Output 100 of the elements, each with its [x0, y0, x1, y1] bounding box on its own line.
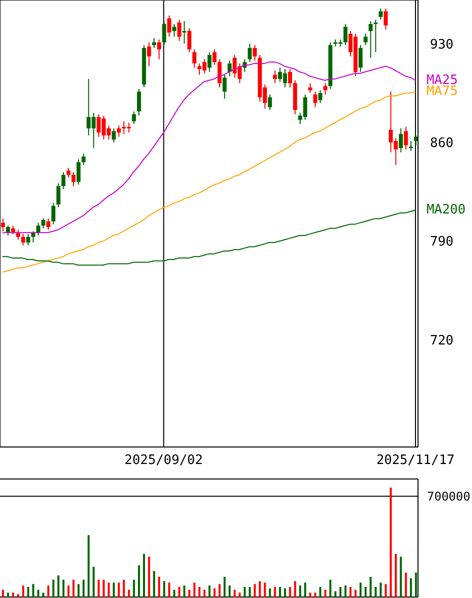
candlestick [147, 42, 152, 67]
candlestick [36, 222, 40, 236]
bar [52, 580, 54, 597]
bar [188, 590, 190, 597]
bar [299, 585, 302, 597]
y-tick-label: 930 [430, 37, 454, 52]
bar [278, 586, 281, 597]
candlestick [41, 218, 46, 229]
bar [82, 580, 85, 597]
candlestick [51, 202, 56, 225]
bar [78, 584, 80, 597]
series-label: MA75 [426, 84, 458, 100]
candlestick [132, 110, 136, 125]
bar [208, 585, 210, 597]
candlestick [21, 234, 26, 246]
candlestick [323, 82, 328, 95]
bar [122, 580, 125, 597]
bar [380, 582, 382, 597]
candlestick [374, 19, 378, 53]
bar [410, 578, 412, 597]
bar [400, 556, 402, 597]
bar [203, 590, 206, 597]
candlestick [358, 44, 363, 72]
bar [7, 592, 10, 597]
bar [47, 585, 50, 597]
bar [183, 585, 186, 597]
bar [27, 586, 30, 597]
candlestick [72, 172, 76, 187]
bar [349, 586, 352, 597]
candlestick [384, 8, 388, 30]
bar [214, 588, 216, 597]
bar [374, 586, 377, 597]
candlestick [162, 20, 166, 46]
candlestick [272, 70, 277, 84]
bar [404, 572, 407, 597]
bar [394, 554, 397, 597]
candlestick [187, 28, 192, 53]
bar [92, 566, 95, 597]
candlestick [136, 88, 141, 116]
bar [108, 582, 110, 597]
candlestick [61, 172, 66, 190]
bar [354, 590, 357, 597]
y-tick-label: 720 [430, 333, 454, 348]
bar [193, 582, 196, 597]
bar [384, 584, 387, 597]
bar [102, 580, 105, 597]
bar [42, 592, 44, 597]
candlestick [318, 90, 322, 104]
bar [158, 576, 160, 597]
bar [88, 535, 90, 597]
bar [198, 586, 200, 597]
bar [339, 586, 342, 597]
bar [228, 585, 231, 597]
bar [274, 586, 276, 597]
bar [112, 582, 115, 597]
bar [17, 594, 20, 597]
y-tick-label: 860 [430, 136, 454, 152]
bar [390, 488, 392, 597]
x-tick-label: 2025/09/02 [124, 453, 203, 468]
bar [314, 592, 316, 597]
line-series [2, 91, 416, 273]
candlestick [268, 94, 272, 110]
bar [168, 582, 170, 597]
bar [248, 586, 251, 597]
bar [178, 586, 180, 597]
bar [218, 584, 221, 597]
bar [254, 584, 256, 597]
bar [98, 580, 100, 597]
bar [143, 554, 146, 597]
candlestick [26, 234, 30, 246]
candlestick [56, 182, 60, 208]
bar [128, 590, 130, 597]
bar [414, 572, 417, 597]
candlestick [76, 158, 81, 186]
candlestick [288, 68, 292, 88]
candlestick [408, 140, 413, 152]
bar [148, 556, 150, 597]
bar [360, 582, 362, 597]
line-series [2, 210, 416, 266]
candlestick [378, 8, 383, 20]
bar [234, 590, 236, 597]
bar [138, 565, 140, 597]
bar [118, 582, 120, 597]
bar [264, 582, 266, 597]
candlestick [398, 128, 403, 153]
candlestick [252, 44, 257, 62]
candlestick [313, 91, 318, 108]
candlestick [31, 230, 36, 244]
bar [370, 576, 372, 597]
candlestick [172, 23, 176, 38]
bar [329, 580, 332, 597]
bar [324, 590, 326, 597]
bar [268, 588, 271, 597]
candlestick [228, 60, 232, 77]
candlestick [207, 52, 212, 72]
bar [334, 591, 336, 597]
bar [67, 585, 70, 597]
candlestick [222, 74, 227, 100]
bar [319, 586, 322, 597]
candlestick [248, 43, 252, 63]
